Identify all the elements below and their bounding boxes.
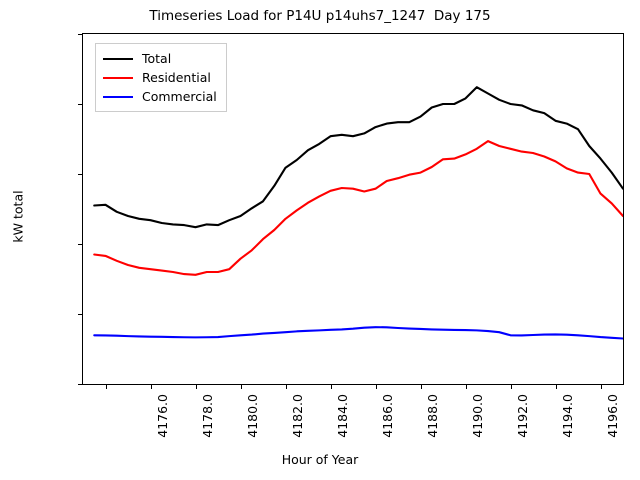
legend-label: Total xyxy=(142,51,172,66)
x-tick-mark xyxy=(240,385,242,389)
x-axis-label: Hour of Year xyxy=(281,452,359,467)
y-tick-mark xyxy=(78,104,82,105)
x-tick-label: 4180.0 xyxy=(244,394,260,438)
x-tick-mark xyxy=(420,385,422,389)
x-tick-mark xyxy=(105,385,107,389)
x-tick-mark xyxy=(465,385,467,389)
legend-swatch-residential xyxy=(103,76,133,79)
legend-item[interactable]: Commercial xyxy=(103,87,217,106)
legend-label: Commercial xyxy=(142,89,217,104)
x-tick-mark xyxy=(600,385,602,389)
x-tick-mark xyxy=(555,385,557,389)
x-tick-label: 4186.0 xyxy=(379,394,395,438)
chart-legend: Total Residential Commercial xyxy=(95,43,227,112)
x-tick-mark xyxy=(285,385,287,389)
y-tick-mark xyxy=(78,174,82,175)
y-tick-mark xyxy=(78,384,82,385)
x-tick-label: 4194.0 xyxy=(559,394,575,438)
x-tick-label: 4192.0 xyxy=(514,394,530,438)
legend-label: Residential xyxy=(142,70,211,85)
y-tick-mark xyxy=(78,244,82,245)
x-tick-label: 4178.0 xyxy=(199,394,215,438)
y-tick-mark xyxy=(78,314,82,315)
legend-item[interactable]: Residential xyxy=(103,68,217,87)
series-line-total xyxy=(93,86,623,229)
x-tick-label: 4176.0 xyxy=(154,394,170,438)
x-tick-mark xyxy=(330,385,332,389)
y-tick-mark xyxy=(78,34,82,35)
x-tick-mark xyxy=(195,385,197,389)
x-tick-mark xyxy=(510,385,512,389)
x-tick-mark xyxy=(375,385,377,389)
x-tick-label: 4188.0 xyxy=(424,394,440,438)
x-tick-label: 4190.0 xyxy=(469,394,485,438)
x-tick-label: 4196.0 xyxy=(604,394,620,438)
x-tick-label: 4182.0 xyxy=(289,394,305,438)
y-axis-label: kW total xyxy=(10,190,26,243)
chart-title: Timeseries Load for P14U p14uhs7_1247 Da… xyxy=(149,8,491,24)
series-line-commercial xyxy=(93,326,623,340)
x-tick-mark xyxy=(150,385,152,389)
legend-swatch-total xyxy=(103,57,133,60)
legend-item[interactable]: Total xyxy=(103,49,217,68)
legend-swatch-commercial xyxy=(103,95,133,98)
plot-lines xyxy=(93,86,623,340)
series-line-residential xyxy=(93,140,623,276)
x-tick-label: 4184.0 xyxy=(334,394,350,438)
